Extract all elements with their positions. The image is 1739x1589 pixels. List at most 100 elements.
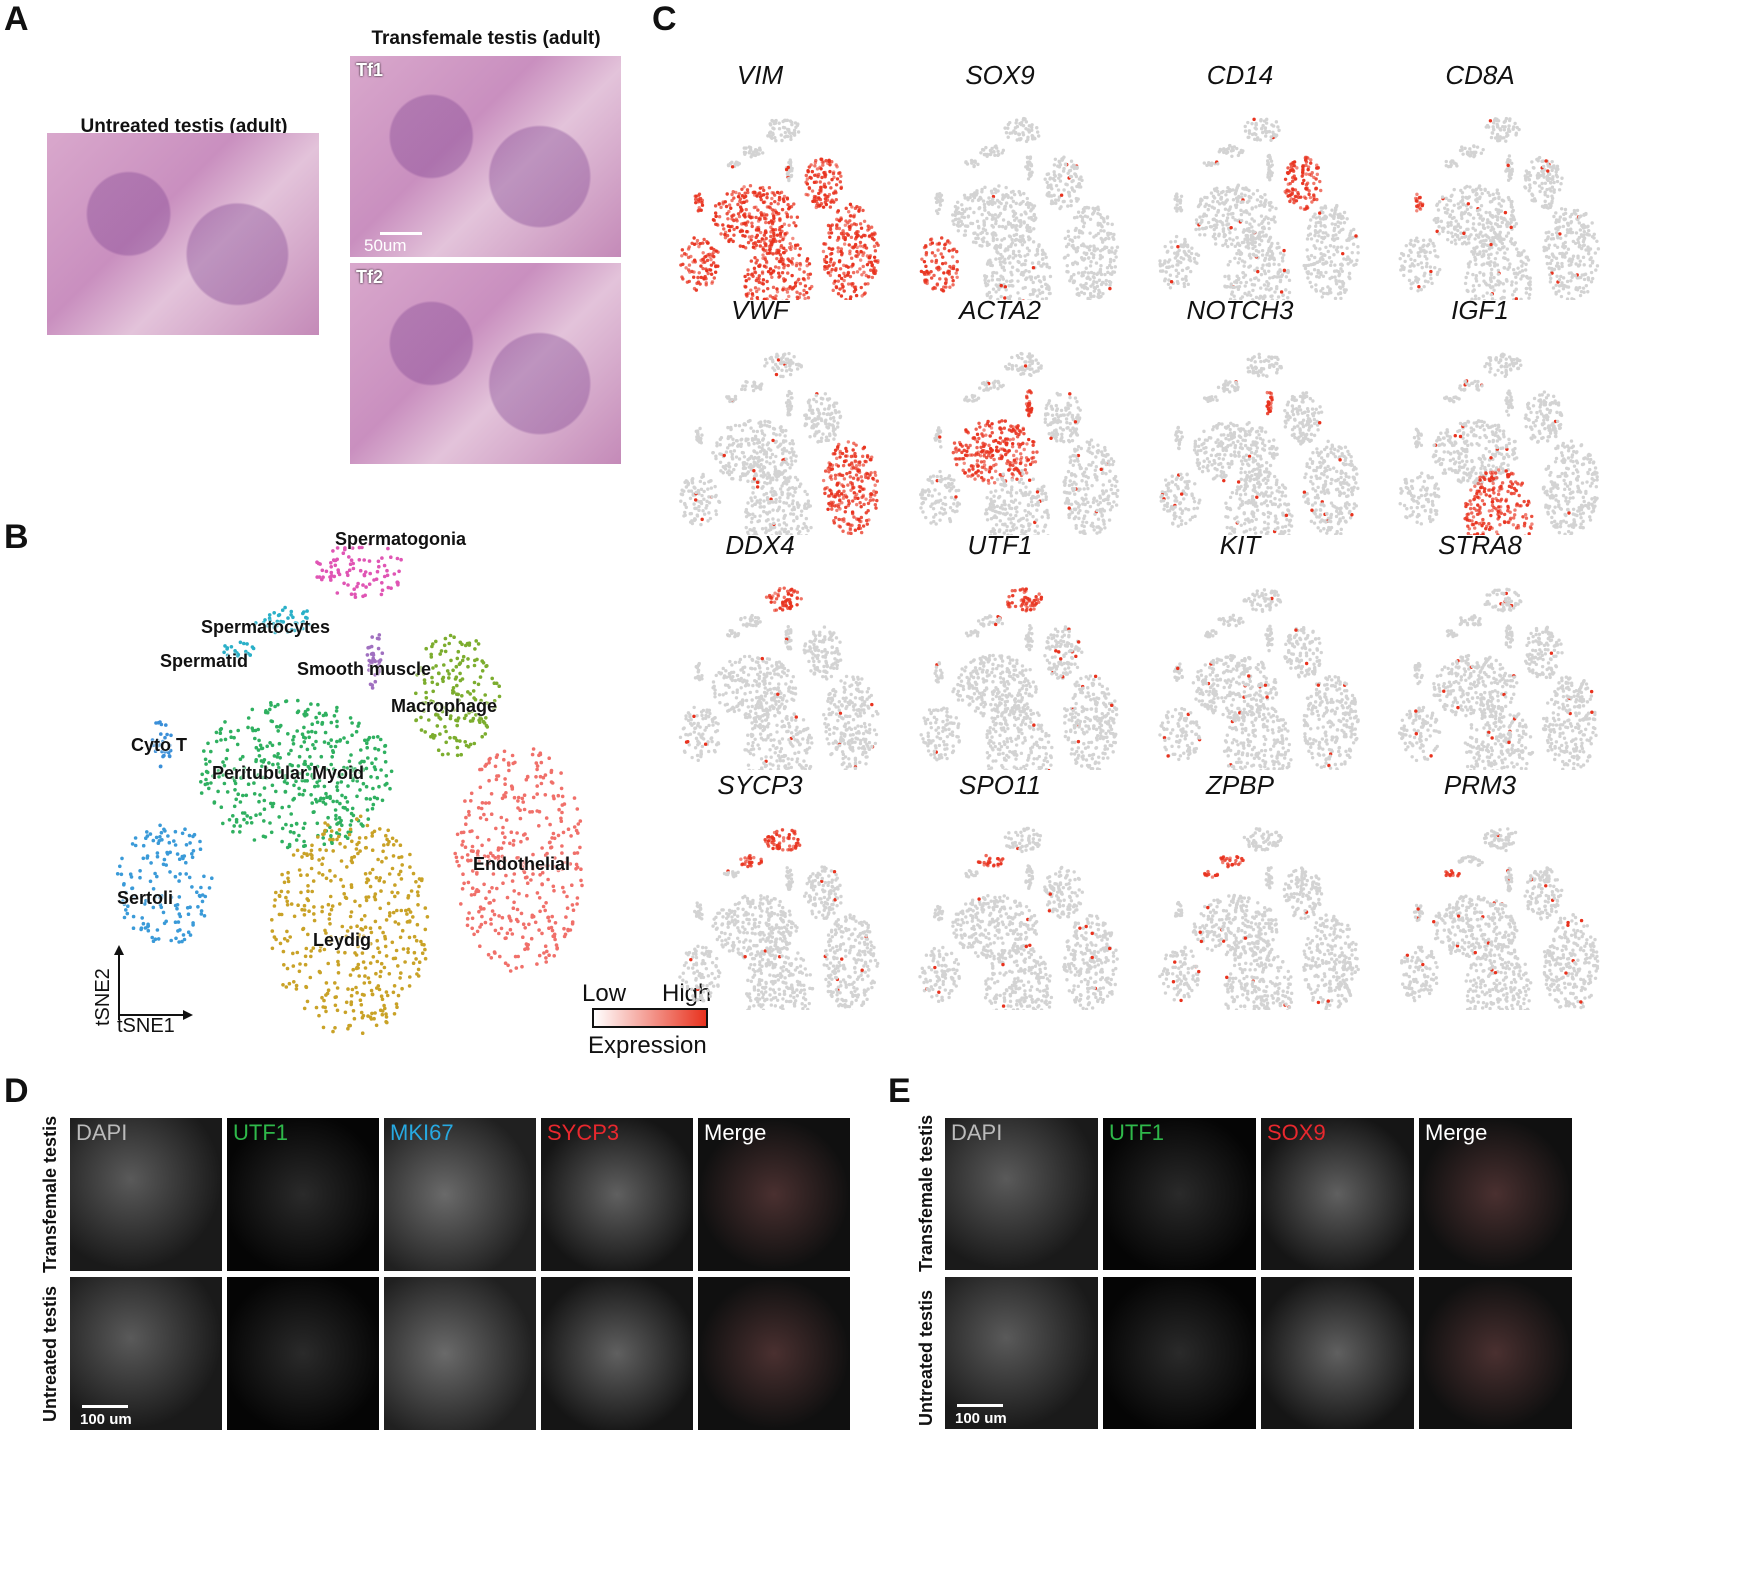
cluster-label-smooth-muscle: Smooth muscle: [297, 659, 432, 679]
cluster-label-peritubular-myoid: Peritubular Myoid: [212, 763, 365, 783]
gene-title-sox9: SOX9: [965, 60, 1035, 90]
gene-title-stra8: STRA8: [1438, 530, 1522, 560]
cluster-label-leydig: Leydig: [313, 930, 372, 950]
tf2-he-image: Tf2: [350, 263, 621, 464]
feature-plot-stra8: [1397, 587, 1598, 770]
gene-title-acta2: ACTA2: [959, 295, 1041, 325]
feature-plot-kit: [1158, 588, 1360, 770]
tf1-he-image: Tf1 50um: [350, 56, 621, 257]
channel-label-merge: Merge: [1425, 1120, 1488, 1145]
channel-label-merge: Merge: [704, 1120, 767, 1145]
panelD-untreated-testis-merge: [698, 1277, 850, 1430]
feature-plot-vwf: [679, 351, 880, 535]
gene-title-cd8a: CD8A: [1445, 60, 1515, 90]
feature-plot-zpbp: [1158, 827, 1360, 1010]
row-label-untreated-e: Untreated testis: [916, 1289, 936, 1426]
gene-title-spo11: SPO11: [959, 770, 1041, 800]
channel-label-sycp3: SYCP3: [547, 1120, 620, 1145]
channel-label-dapi: DAPI: [951, 1120, 1003, 1145]
tsne-cluster-plot: [115, 542, 584, 1035]
gene-title-notch3: NOTCH3: [1186, 295, 1294, 325]
feature-plot-acta2: [919, 351, 1120, 535]
panel-letter-a: A: [4, 0, 29, 38]
panelE-untreated-testis-merge: [1419, 1277, 1572, 1429]
panelD-untreated-testis-mki67: [384, 1277, 536, 1430]
untreated-he-image: [47, 133, 319, 335]
cluster-points-smooth-muscle: [365, 633, 385, 690]
scale-bar: [82, 1405, 128, 1408]
tsne-axes: [114, 945, 193, 1020]
feature-plot-utf1: [919, 587, 1119, 770]
panel-letter-b: B: [4, 518, 29, 556]
panelE-untreated-testis-dapi: 100 um: [945, 1277, 1098, 1429]
panelD-untreated-testis-utf1: [227, 1277, 379, 1430]
cluster-points-macrophage: [410, 633, 502, 758]
untreated-title: Untreated testis (adult): [80, 116, 288, 137]
legend-title: Expression: [588, 1032, 707, 1059]
gene-title-vwf: VWF: [731, 295, 789, 325]
cluster-points-spermatid: [222, 640, 256, 658]
feature-plot-cd8a: [1398, 116, 1601, 300]
cluster-label-spermatocytes: Spermatocytes: [201, 617, 331, 637]
feature-plot-cd14: [1158, 117, 1360, 300]
panelE-transfemale-testis-utf1: UTF1: [1103, 1118, 1256, 1270]
cluster-label-spermatogonia: Spermatogonia: [335, 529, 467, 549]
panelD-transfemale-testis-dapi: DAPI: [70, 1118, 222, 1271]
gene-title-zpbp: ZPBP: [1206, 770, 1274, 800]
scale-bar: [380, 232, 422, 235]
feature-plot-notch3: [1159, 352, 1360, 535]
tf1-label: Tf1: [356, 60, 383, 80]
feature-plot-ddx4: [678, 586, 880, 770]
row-label-untreated-d: Untreated testis: [40, 1285, 60, 1422]
panelE-transfemale-testis-dapi: DAPI: [945, 1118, 1098, 1270]
panel-letter-d: D: [4, 1072, 29, 1110]
row-label-transfemale-d: Transfemale testis: [40, 1115, 60, 1273]
panelE-untreated-testis-utf1: [1103, 1277, 1256, 1429]
channel-label-sox9: SOX9: [1267, 1120, 1326, 1145]
panelD-transfemale-testis-merge: Merge: [698, 1118, 850, 1271]
channel-label-utf1: UTF1: [233, 1120, 288, 1145]
gene-title-kit: KIT: [1219, 530, 1261, 560]
feature-plot-spo11: [918, 826, 1119, 1010]
cluster-label-cyto-t: Cyto T: [131, 735, 187, 755]
feature-plot-igf1: [1398, 352, 1599, 535]
scale-bar: [957, 1404, 1003, 1407]
cluster-points-cyto-t: [150, 720, 173, 769]
cluster-label-spermatid: Spermatid: [160, 651, 249, 671]
legend-low: Low: [582, 980, 627, 1007]
panelD-transfemale-testis-mki67: MKI67: [384, 1118, 536, 1271]
transfemale-title: Transfemale testis (adult): [371, 28, 601, 49]
axis-label-tsne2: tSNE2: [92, 968, 114, 1026]
panel-letter-e: E: [888, 1072, 911, 1110]
panelE-transfemale-testis-merge: Merge: [1419, 1118, 1572, 1270]
scale-text: 100 um: [955, 1410, 1007, 1427]
cluster-points-endothelial: [453, 747, 584, 973]
channel-label-mki67: MKI67: [390, 1120, 454, 1145]
cluster-points-leydig: [270, 814, 430, 1035]
legend-colorbar: [592, 1008, 708, 1028]
tf2-label: Tf2: [356, 267, 383, 287]
gene-title-vim: VIM: [736, 60, 784, 90]
gene-title-igf1: IGF1: [1451, 295, 1509, 325]
cluster-points-spermatocytes: [254, 605, 311, 635]
channel-label-dapi: DAPI: [76, 1120, 128, 1145]
cluster-points-spermatogonia: [315, 542, 403, 599]
panelD-transfemale-testis-utf1: UTF1: [227, 1118, 379, 1271]
panelE-untreated-testis-sox9: [1261, 1277, 1414, 1429]
cluster-points-peritubular-myoid: [199, 698, 394, 850]
gene-title-ddx4: DDX4: [725, 530, 795, 560]
panelE-transfemale-testis-sox9: SOX9: [1261, 1118, 1414, 1270]
panel-letter-c: C: [652, 0, 677, 38]
scale-text: 50um: [364, 236, 407, 255]
cluster-points-sertoli: [115, 823, 214, 944]
gene-title-utf1: UTF1: [967, 530, 1033, 560]
panelD-untreated-testis-dapi: 100 um: [70, 1277, 222, 1430]
axis-label-tsne1: tSNE1: [117, 1015, 175, 1037]
cluster-label-sertoli: Sertoli: [117, 888, 174, 908]
feature-plot-vim: [679, 118, 880, 300]
cluster-label-endothelial: Endothelial: [473, 854, 571, 874]
cluster-label-macrophage: Macrophage: [391, 696, 498, 716]
gene-title-prm3: PRM3: [1443, 770, 1517, 800]
feature-plot-sox9: [919, 116, 1120, 300]
feature-plot-sycp3: [678, 828, 880, 1010]
